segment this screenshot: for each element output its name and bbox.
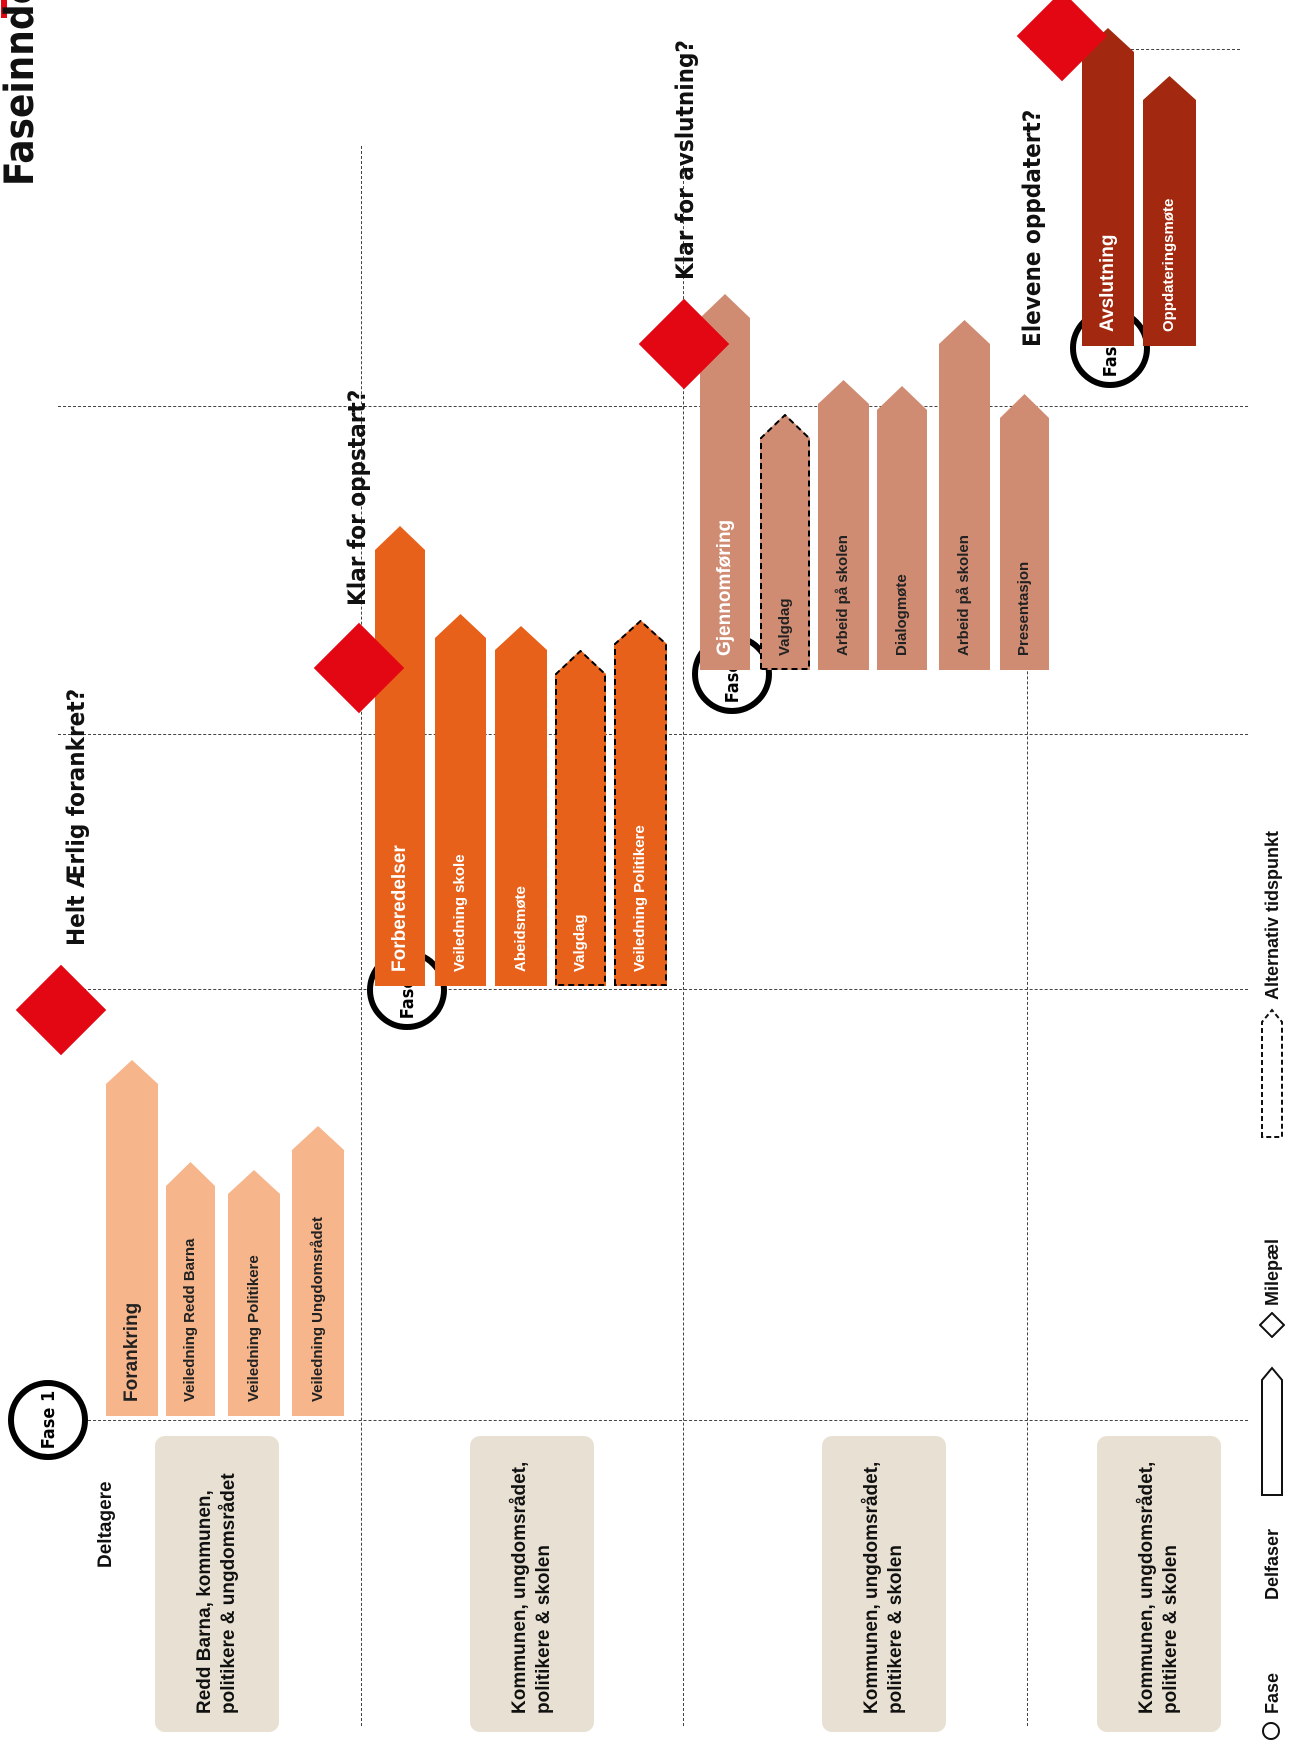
legend-milepael-label: Milepæl [1262,1238,1282,1306]
task-avslutning: Avslutning [1082,28,1134,346]
task-forberedelser: Forberedelser [375,526,425,986]
milestone-2-label: Klar for oppstart? [343,389,371,606]
row-divider-1 [361,146,362,1726]
task-arbeid-pa-skolen-2: Arbeid på skolen [939,320,990,670]
task-veiledning-redd-barna: Veiledning Redd Barna [166,1162,215,1416]
row-divider-2 [683,156,684,1726]
participants-row-1: Redd Barna, kommunen, politikere & ungdo… [155,1436,279,1732]
task-arbeid-pa-skolen-1: Arbeid på skolen [818,380,869,670]
milestone-1-diamond [15,964,107,1056]
task-veiledning-ungdomsradet: Veiledning Ungdomsrådet [292,1126,344,1416]
legend-fase-icon [1262,1722,1280,1740]
legend-alternativ-label: Alternativ tidspunkt [1262,830,1282,1000]
alt-outline-veiledning-politikere-2 [614,620,667,986]
phase-1-marker: Fase 1 [8,1380,88,1460]
alt-outline-valgdag-1 [555,650,606,986]
page-title: Faseinndeling [0,0,43,186]
phase-4-line [58,406,1248,407]
milestone-1-label: Helt Ærlig forankret? [62,688,90,946]
participants-heading: Deltagere [95,1481,116,1568]
task-dialogmote: Dialogmøte [877,386,927,670]
participants-row-3: Kommunen, ungdomsrådet, politikere & sko… [822,1436,946,1732]
legend-delfaser-label: Delfaser [1262,1528,1282,1600]
task-oppdateringsmote: Oppdateringsmøte [1143,76,1196,346]
milestone-3-label: Klar for avslutning? [671,40,699,280]
participants-row-4: Kommunen, ungdomsrådet, politikere & sko… [1097,1436,1221,1732]
task-forankring: Forankring [106,1060,158,1416]
phase-2-line [58,989,1248,990]
task-presentasjon: Presentasjon [1000,394,1049,670]
alt-outline-valgdag-2 [760,414,810,670]
legend-fase-label: Fase [1262,1672,1282,1714]
milestone-4-label: Elevene oppdatert? [1018,109,1046,347]
task-abeidsmote: Abeidsmøte [495,626,547,986]
task-veiledning-skole: Veiledning skole [435,614,486,986]
participants-row-2: Kommunen, ungdomsrådet, politikere & sko… [470,1436,594,1732]
legend-milepael-icon [1259,1312,1285,1338]
legend-delfaser-icon [1261,1366,1283,1496]
phase-1-line [58,1420,1248,1421]
task-veiledning-politikere-1: Veiledning Politikere [228,1170,280,1416]
legend-alternativ-icon [1261,1008,1283,1138]
